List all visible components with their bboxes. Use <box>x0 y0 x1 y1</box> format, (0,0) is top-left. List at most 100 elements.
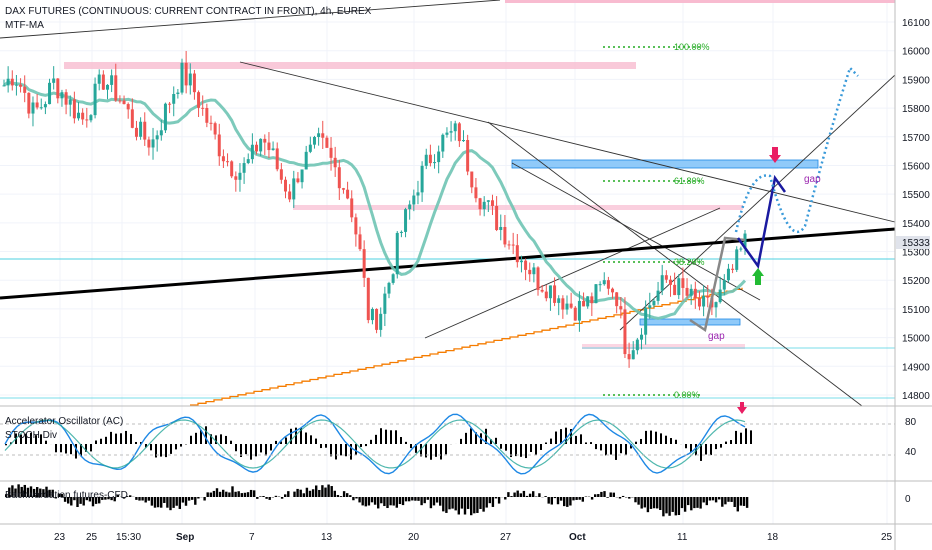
backwardation-bar <box>191 497 194 500</box>
backwardation-bar <box>714 497 718 503</box>
osc-bar <box>410 444 412 449</box>
candle-body <box>548 285 552 299</box>
backwardation-bar <box>138 497 141 501</box>
backwardation-label: Backwardation futures-CFD <box>5 490 128 501</box>
backwardation-bar <box>504 497 507 500</box>
backwardation-bar <box>51 489 54 497</box>
backwardation-bar <box>485 497 488 508</box>
arrow-down-icon <box>769 147 781 163</box>
backwardation-bar <box>432 497 436 506</box>
candle-body <box>739 248 743 250</box>
candle-body <box>569 303 573 308</box>
backwardation-bar <box>79 497 82 504</box>
candle-body <box>664 275 668 280</box>
osc-bar <box>80 444 82 457</box>
candle-body <box>48 82 52 105</box>
osc-bar <box>595 444 597 450</box>
osc-bar <box>555 431 557 444</box>
candle-body <box>234 176 238 180</box>
candle-body <box>155 135 159 140</box>
backwardation-bar <box>470 497 473 516</box>
backwardation-bar <box>448 497 451 510</box>
candle-body <box>52 78 56 83</box>
osc-tick-80: 80 <box>905 417 917 428</box>
osc-bar <box>610 444 612 455</box>
backwardation-bar <box>507 492 510 497</box>
osc-bar <box>590 442 592 444</box>
osc-bar <box>580 434 582 444</box>
candle-body <box>350 198 354 218</box>
candle-body <box>511 244 515 246</box>
candle-body <box>615 292 619 307</box>
backwardation-bar <box>532 491 535 497</box>
candle-body <box>611 288 615 293</box>
backwardation-bar <box>129 495 132 497</box>
backwardation-bar <box>122 497 126 499</box>
backwardation-bar <box>556 497 560 505</box>
osc-bar <box>645 430 647 444</box>
backwardation-bar <box>640 497 643 509</box>
price-tick-label: 15600 <box>902 161 930 172</box>
price-tick-label: 16000 <box>902 47 930 58</box>
candle-body <box>159 130 163 136</box>
candle-body <box>602 280 606 285</box>
candle-body <box>536 267 540 290</box>
backwardation-bar <box>57 493 61 497</box>
osc-bar <box>465 432 467 444</box>
backwardation-bar <box>104 497 107 500</box>
pink-zone-upper <box>64 62 636 69</box>
backwardation-bar <box>597 494 600 497</box>
osc-bar <box>360 444 362 447</box>
osc-bar <box>130 434 132 444</box>
backwardation-bar <box>662 497 665 517</box>
candle-body <box>668 279 672 285</box>
candle-body <box>424 154 428 166</box>
osc-bar <box>190 435 192 444</box>
arrow-up-icon <box>752 268 764 285</box>
osc-bar <box>380 428 382 444</box>
candle-body <box>437 151 441 163</box>
candle-body <box>681 278 685 288</box>
candle-body <box>660 275 664 291</box>
time-tick-label: 18 <box>767 532 779 543</box>
candle-body <box>346 189 350 199</box>
pink-zone-mid <box>293 205 743 210</box>
backwardation-bar <box>668 497 671 516</box>
candle-body <box>188 73 192 86</box>
backwardation-bar <box>135 497 138 500</box>
candle-body <box>503 227 507 245</box>
candles <box>2 50 747 368</box>
backwardation-bar <box>618 497 622 499</box>
backwardation-bar <box>488 497 491 504</box>
indicator-label: MTF-MA <box>5 20 44 31</box>
candle-body <box>474 187 478 199</box>
osc-tick-40: 40 <box>905 447 917 458</box>
osc-bar <box>320 444 322 449</box>
trendlines <box>0 0 896 407</box>
osc-bar <box>105 436 107 444</box>
osc-bar <box>310 435 312 444</box>
candle-body <box>408 204 412 210</box>
backwardation-bar <box>646 497 650 513</box>
candle-body <box>428 154 432 164</box>
candle-body <box>279 169 283 180</box>
backwardation-bar <box>702 497 705 503</box>
osc-bar <box>60 444 62 453</box>
backwardation-bar <box>659 497 662 511</box>
backwardation-bar <box>404 497 408 502</box>
osc-bar <box>5 444 7 446</box>
backwardation-bar <box>181 497 185 503</box>
candle-body <box>743 233 747 249</box>
osc-bar <box>640 438 642 444</box>
backwardation-bar <box>429 497 433 509</box>
backwardation-bar <box>683 497 687 512</box>
candle-body <box>735 249 739 270</box>
candle-body <box>557 298 561 303</box>
candle-body <box>64 92 68 105</box>
backwardation-bar <box>721 497 724 507</box>
osc-bar <box>500 444 502 449</box>
backwardation-bar <box>228 492 231 497</box>
candle-body <box>172 94 176 104</box>
candle-body <box>490 200 494 206</box>
